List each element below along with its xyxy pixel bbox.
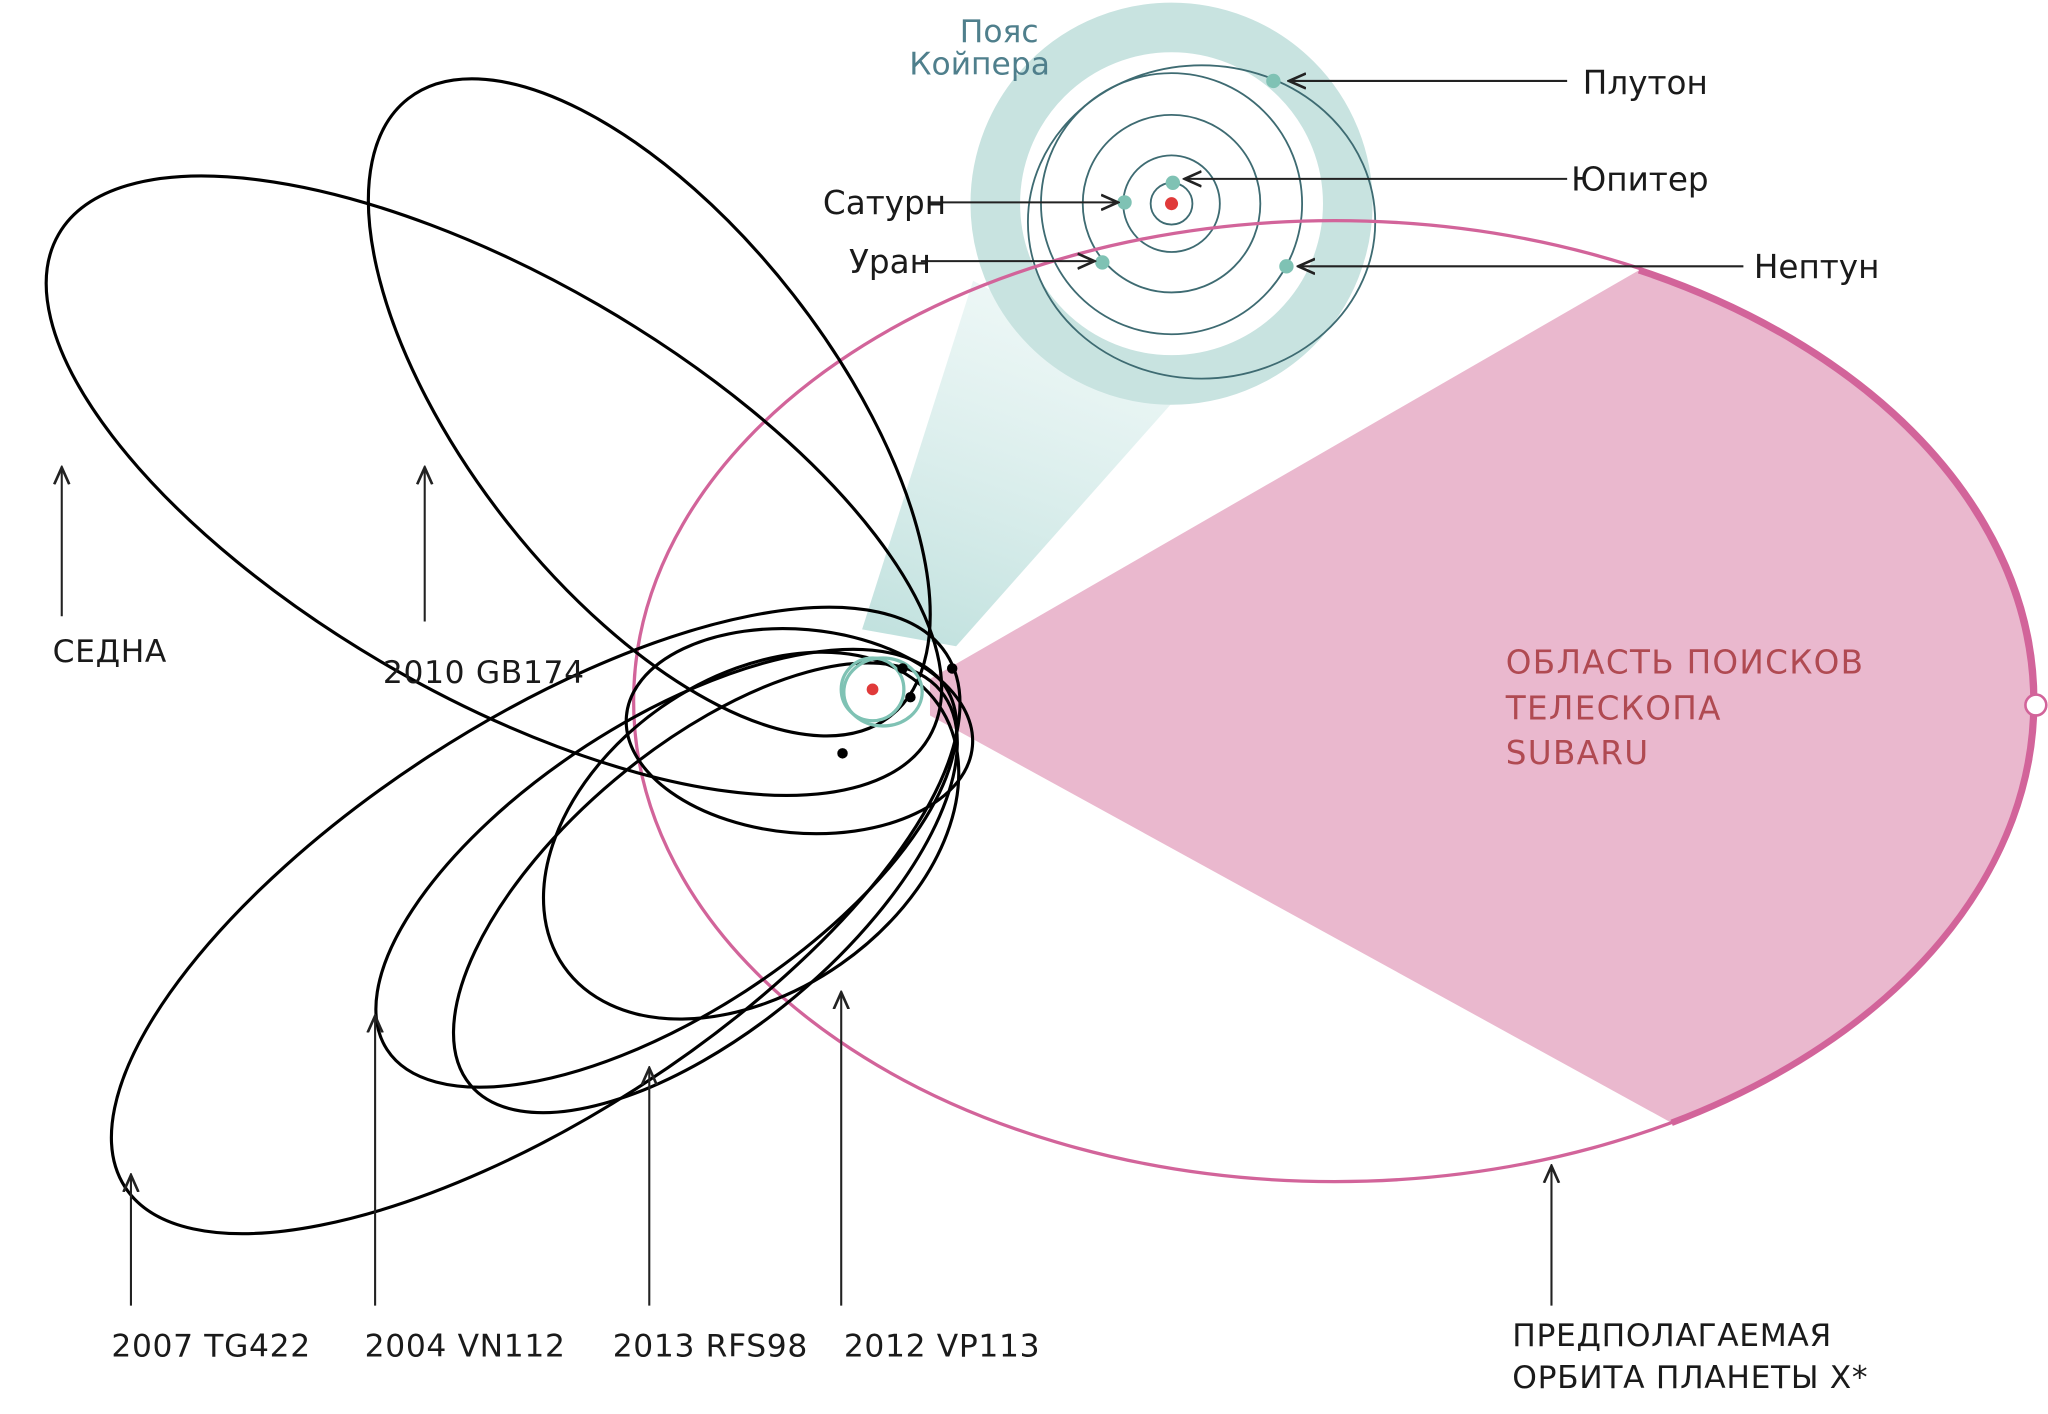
neptune-orbit: [1040, 72, 1304, 336]
saturn-label: Сатурн: [823, 184, 946, 222]
neptune-dot: [1279, 259, 1294, 274]
jupiter-label: Юпитер: [1571, 161, 1709, 199]
sedna-orbit: [44, 174, 944, 797]
pluto-dot: [1266, 73, 1281, 89]
uranus-dot: [1095, 255, 1110, 270]
search-area-label-line1: ОБЛАСТЬ ПОИСКОВ: [1506, 644, 1865, 682]
uranus-orbit: [1081, 113, 1262, 294]
planet-x-dot: [2024, 693, 2048, 717]
sedna-label: СЕДНА: [53, 634, 167, 670]
neptune-label: Нептун: [1754, 248, 1880, 286]
kuiper-label-line2: Койпера: [909, 46, 1050, 82]
search-area: [929, 270, 2034, 1123]
jupiter-dot: [1165, 175, 1181, 190]
sun-icon: [1165, 197, 1179, 211]
planet-x-label-line2: ОРБИТА ПЛАНЕТЫ X*: [1512, 1360, 1868, 1396]
object-dot: [897, 663, 908, 674]
saturn-dot: [1117, 195, 1132, 210]
vp113-orbit: [541, 650, 961, 1021]
sun-small-icon: [866, 683, 879, 696]
uranus-label: Уран: [849, 243, 931, 281]
arrows: [62, 81, 1744, 1306]
object-dot: [837, 748, 848, 759]
extra-orbit: [624, 627, 975, 836]
rfs98-orbit: [451, 661, 959, 1115]
search-area-label-line2: ТЕЛЕСКОПА: [1505, 689, 1722, 727]
rfs98-label: 2013 RFS98: [613, 1329, 808, 1365]
vn112-orbit: [374, 647, 959, 1089]
vp113-label: 2012 VP113: [844, 1329, 1040, 1365]
tg422-orbit: [109, 605, 962, 1236]
tg422-label: 2007 TG422: [111, 1329, 310, 1365]
gb174-label: 2010 GB174: [383, 655, 585, 691]
search-area-label-line3: SUBARU: [1506, 734, 1650, 772]
kuiper-belt-ring: [970, 2, 1373, 405]
pluto-orbit-small: [842, 656, 924, 728]
object-dot: [905, 691, 916, 703]
pluto-label: Плутон: [1583, 64, 1708, 102]
object-dot: [946, 663, 958, 674]
kuiper-label-line1: Пояс: [960, 14, 1039, 50]
vn112-label: 2004 VN112: [365, 1329, 566, 1365]
planet-x-label-line1: ПРЕДПОЛАГАЕМАЯ: [1512, 1318, 1832, 1354]
